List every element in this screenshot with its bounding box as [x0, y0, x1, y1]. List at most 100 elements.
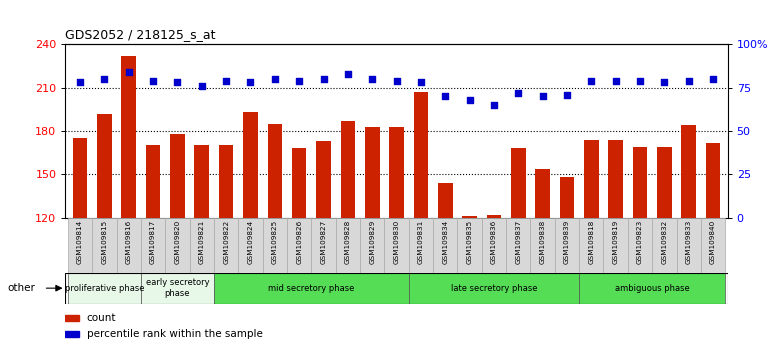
Point [244, 80, 256, 85]
Bar [360, 218, 384, 273]
Bar [701, 218, 725, 273]
Point [293, 78, 306, 84]
Bar [238, 218, 263, 273]
Bar [72, 138, 87, 218]
Point [122, 69, 135, 75]
Text: GSM109824: GSM109824 [247, 219, 253, 264]
Bar [506, 218, 531, 273]
Point [464, 97, 476, 103]
Bar [195, 145, 209, 218]
Bar [243, 112, 258, 218]
Point [439, 93, 451, 99]
Bar [628, 218, 652, 273]
Text: GSM109832: GSM109832 [661, 219, 668, 264]
Bar [560, 177, 574, 218]
Point [561, 92, 573, 97]
Bar [214, 273, 409, 304]
Bar [141, 218, 166, 273]
Bar [555, 218, 579, 273]
Text: GSM109822: GSM109822 [223, 219, 229, 264]
Text: GSM109825: GSM109825 [272, 219, 278, 264]
Bar [535, 169, 550, 218]
Bar [608, 140, 623, 218]
Text: GSM109835: GSM109835 [467, 219, 473, 264]
Point [487, 102, 500, 108]
Bar [677, 218, 701, 273]
Bar [384, 218, 409, 273]
Point [99, 76, 111, 82]
Bar [584, 140, 598, 218]
Point [390, 78, 403, 84]
Text: percentile rank within the sample: percentile rank within the sample [86, 329, 263, 339]
Bar [706, 143, 721, 218]
Point [682, 78, 695, 84]
Text: ambiguous phase: ambiguous phase [614, 284, 690, 293]
Bar [409, 273, 579, 304]
Point [147, 78, 159, 84]
Bar [457, 218, 482, 273]
Text: GSM109820: GSM109820 [175, 219, 180, 264]
Text: GSM109814: GSM109814 [77, 219, 83, 264]
Text: GSM109821: GSM109821 [199, 219, 205, 264]
Bar [292, 148, 306, 218]
Bar [487, 215, 501, 218]
Bar [365, 127, 380, 218]
Point [317, 76, 330, 82]
Bar [462, 216, 477, 218]
Text: GSM109823: GSM109823 [637, 219, 643, 264]
Bar [433, 218, 457, 273]
Text: GSM109830: GSM109830 [393, 219, 400, 264]
Text: mid secretory phase: mid secretory phase [268, 284, 354, 293]
Point [658, 80, 671, 85]
Text: GSM109827: GSM109827 [320, 219, 326, 264]
Bar [340, 121, 355, 218]
Point [585, 78, 598, 84]
Point [634, 78, 646, 84]
Bar [146, 145, 160, 218]
Bar [287, 218, 311, 273]
Point [342, 71, 354, 76]
Bar [92, 218, 116, 273]
Point [512, 90, 524, 96]
Text: other: other [8, 283, 35, 293]
Point [610, 78, 622, 84]
Bar [214, 218, 238, 273]
Text: GSM109826: GSM109826 [296, 219, 302, 264]
Text: GSM109819: GSM109819 [613, 219, 618, 264]
Bar [263, 218, 287, 273]
Point [171, 80, 183, 85]
Bar [531, 218, 555, 273]
Text: late secretory phase: late secretory phase [450, 284, 537, 293]
Text: GSM109838: GSM109838 [540, 219, 546, 264]
Text: GSM109837: GSM109837 [515, 219, 521, 264]
Bar [438, 183, 453, 218]
Bar [166, 218, 189, 273]
Bar [68, 273, 141, 304]
Text: count: count [86, 313, 116, 323]
Bar [604, 218, 628, 273]
Text: GDS2052 / 218125_s_at: GDS2052 / 218125_s_at [65, 28, 216, 41]
Bar [122, 56, 136, 218]
Bar [267, 124, 282, 218]
Point [269, 76, 281, 82]
Point [366, 76, 378, 82]
Text: GSM109840: GSM109840 [710, 219, 716, 264]
Bar [141, 273, 214, 304]
Bar [65, 315, 79, 321]
Text: GSM109829: GSM109829 [369, 219, 375, 264]
Bar [170, 134, 185, 218]
Point [220, 78, 233, 84]
Text: proliferative phase: proliferative phase [65, 284, 144, 293]
Point [707, 76, 719, 82]
Point [537, 93, 549, 99]
Bar [482, 218, 506, 273]
Text: early secretory
phase: early secretory phase [146, 279, 209, 298]
Bar [65, 331, 79, 337]
Text: GSM109828: GSM109828 [345, 219, 351, 264]
Bar [311, 218, 336, 273]
Bar [657, 147, 671, 218]
Text: GSM109833: GSM109833 [686, 219, 691, 264]
Bar [189, 218, 214, 273]
Bar [681, 125, 696, 218]
Text: GSM109815: GSM109815 [102, 219, 107, 264]
